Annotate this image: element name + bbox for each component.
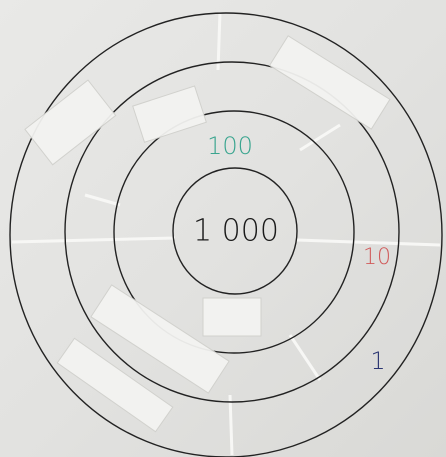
photo: 100 1 000 10 1 (0, 0, 446, 457)
label: 1 (370, 347, 385, 375)
label: 1 000 (193, 214, 279, 249)
label: 100 (207, 132, 253, 160)
page: {"labels": [ {"text": "100", "color": "#… (0, 0, 446, 457)
label: 10 (363, 245, 391, 270)
